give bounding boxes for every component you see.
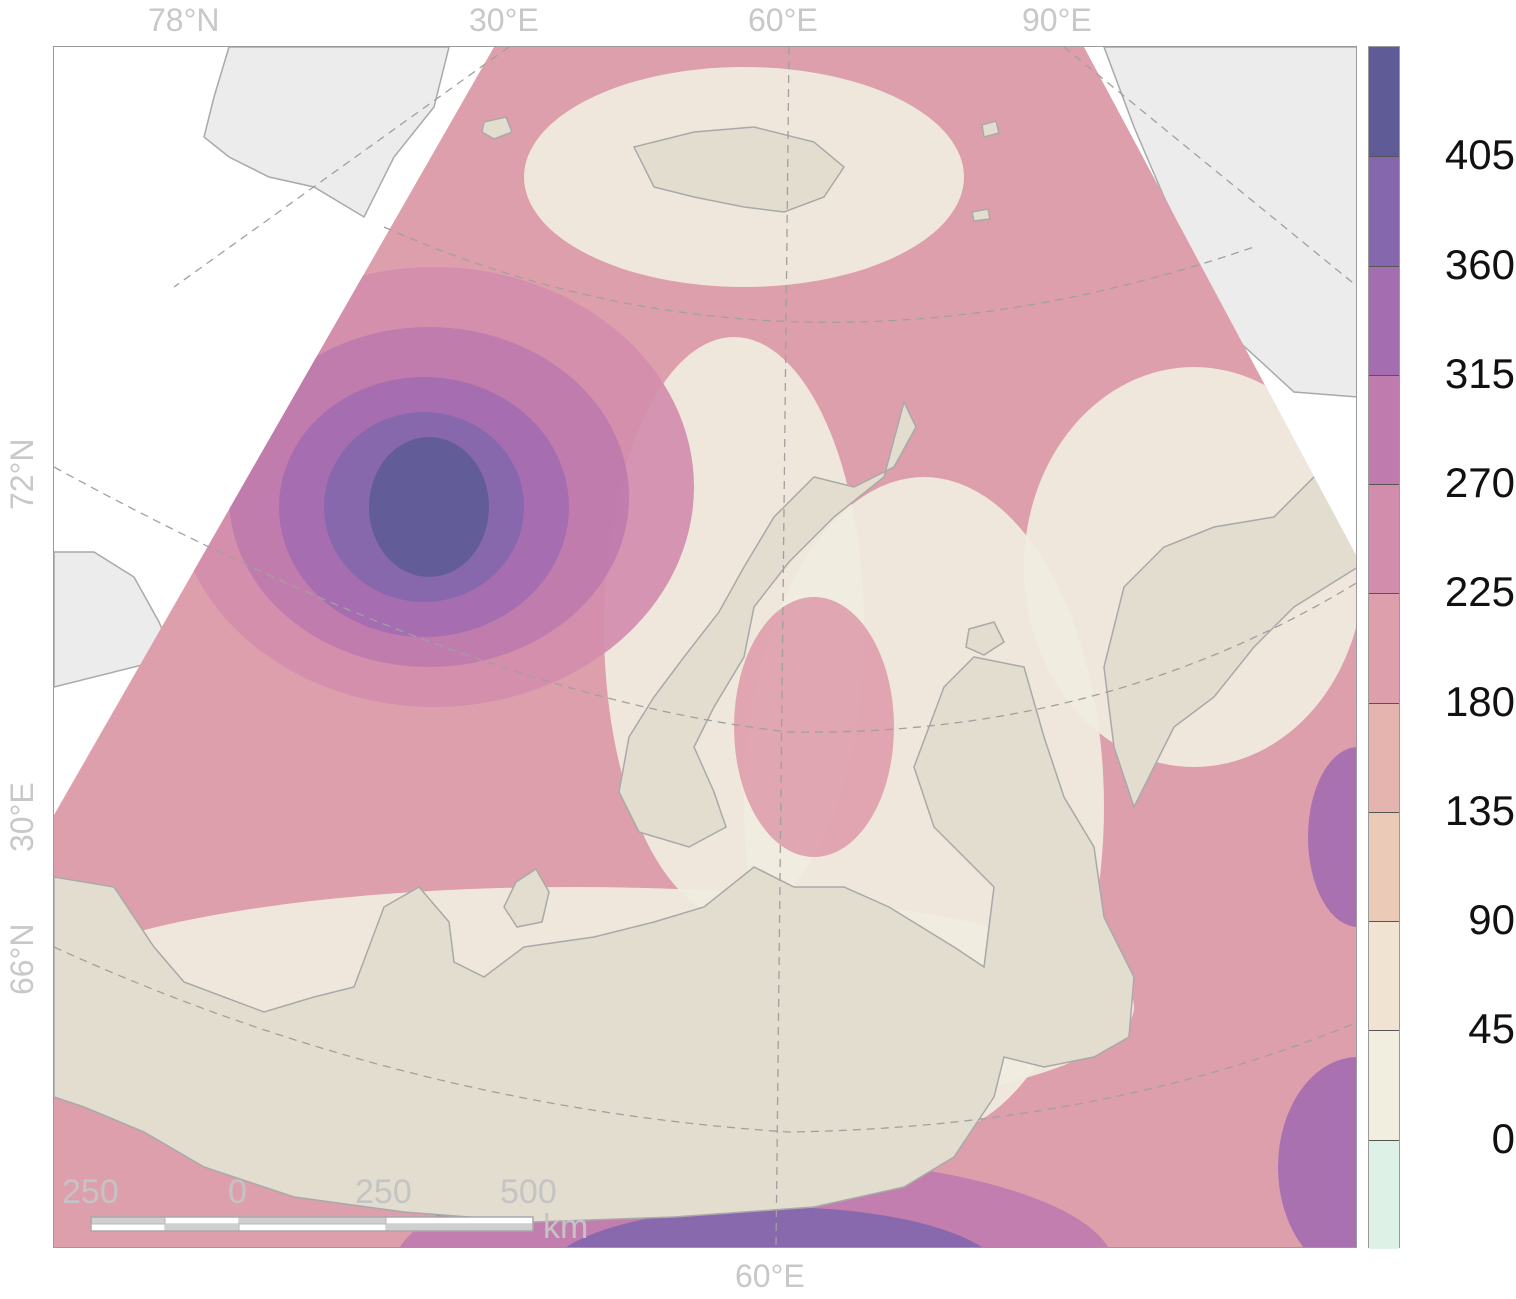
legend-tick-6: [1369, 812, 1399, 813]
scale-bar-seg-7: [239, 1224, 386, 1231]
legend-tick-2: [1369, 375, 1399, 376]
scale-bar-seg-8: [386, 1224, 533, 1231]
legend-swatch-0: [1369, 47, 1399, 157]
scale-bar-seg-3: [239, 1217, 386, 1224]
scale-label-250-left: 250: [62, 1173, 119, 1212]
graticule-label-top-90e: 90°E: [1022, 2, 1092, 39]
legend-colorbar: [1368, 46, 1400, 1248]
legend-swatch-9: [1369, 1030, 1399, 1140]
vize-island-land: [972, 209, 990, 221]
scale-unit-label: km: [543, 1208, 588, 1247]
contour-band-15: [734, 597, 894, 857]
scale-bar-seg-5: [91, 1224, 165, 1231]
graticule-label-top-78n: 78°N: [148, 2, 220, 39]
legend-tick-5: [1369, 703, 1399, 704]
legend-tick-3: [1369, 484, 1399, 485]
legend-swatch-3: [1369, 375, 1399, 485]
legend-label-270: 270: [1425, 462, 1515, 504]
legend-label-180: 180: [1425, 681, 1515, 723]
legend-tick-9: [1369, 1140, 1399, 1141]
legend-swatch-8: [1369, 921, 1399, 1031]
legend-swatch-4: [1369, 484, 1399, 594]
map-canvas[interactable]: [54, 47, 1357, 1248]
legend-tick-4: [1369, 593, 1399, 594]
scale-bar-seg-1: [91, 1217, 165, 1224]
scale-bar: [91, 1217, 533, 1231]
graticule-label-bottom-60e: 60°E: [735, 1258, 805, 1295]
legend-tick-1: [1369, 266, 1399, 267]
scale-label-500: 500: [500, 1173, 557, 1212]
contour-band-9: [369, 437, 489, 577]
legend-label-405: 405: [1425, 134, 1515, 176]
graticule-label-left-30e: 30°E: [4, 782, 41, 852]
legend-label-45: 45: [1425, 1008, 1515, 1050]
legend-swatch-5: [1369, 593, 1399, 703]
scale-label-250: 250: [355, 1173, 412, 1212]
legend-label-135: 135: [1425, 790, 1515, 832]
graticule-label-left-72n: 72°N: [4, 439, 41, 511]
legend-swatch-7: [1369, 812, 1399, 922]
map-panel[interactable]: [53, 46, 1357, 1248]
legend-label-0: 0: [1425, 1118, 1515, 1160]
legend-tick-0: [1369, 156, 1399, 157]
graticule-label-left-66n: 66°N: [4, 924, 41, 996]
legend-swatch-10: [1369, 1140, 1399, 1250]
scale-bar-seg-6: [165, 1224, 239, 1231]
legend-tick-8: [1369, 1030, 1399, 1031]
legend-label-225: 225: [1425, 571, 1515, 613]
legend-swatch-1: [1369, 156, 1399, 266]
legend-label-360: 360: [1425, 244, 1515, 286]
scale-bar-seg-2: [165, 1217, 239, 1224]
legend-swatch-2: [1369, 266, 1399, 376]
legend-label-315: 315: [1425, 353, 1515, 395]
legend-swatch-6: [1369, 703, 1399, 813]
scale-label-0: 0: [228, 1173, 247, 1212]
contour-band-12: [674, 1247, 914, 1248]
graticule-label-top-30e: 30°E: [469, 2, 539, 39]
legend-tick-7: [1369, 921, 1399, 922]
scale-bar-seg-4: [386, 1217, 533, 1224]
graticule-label-top-60e: 60°E: [748, 2, 818, 39]
legend-label-90: 90: [1425, 899, 1515, 941]
